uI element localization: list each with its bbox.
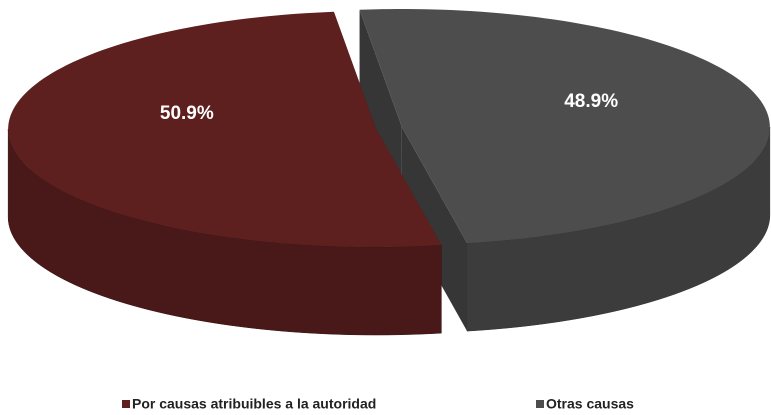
slice <box>7 11 442 336</box>
legend-swatch <box>536 400 544 408</box>
slice-top <box>8 11 442 248</box>
data-label: 48.9% <box>564 91 618 112</box>
slice <box>359 8 771 332</box>
legend-label: Por causas atribuibles a la autoridad <box>132 396 376 412</box>
data-label: 50.9% <box>160 103 214 124</box>
legend-label: Otras causas <box>546 396 634 412</box>
slice-top <box>359 8 770 244</box>
slice-wall <box>401 126 468 332</box>
legend-swatch <box>122 400 130 408</box>
